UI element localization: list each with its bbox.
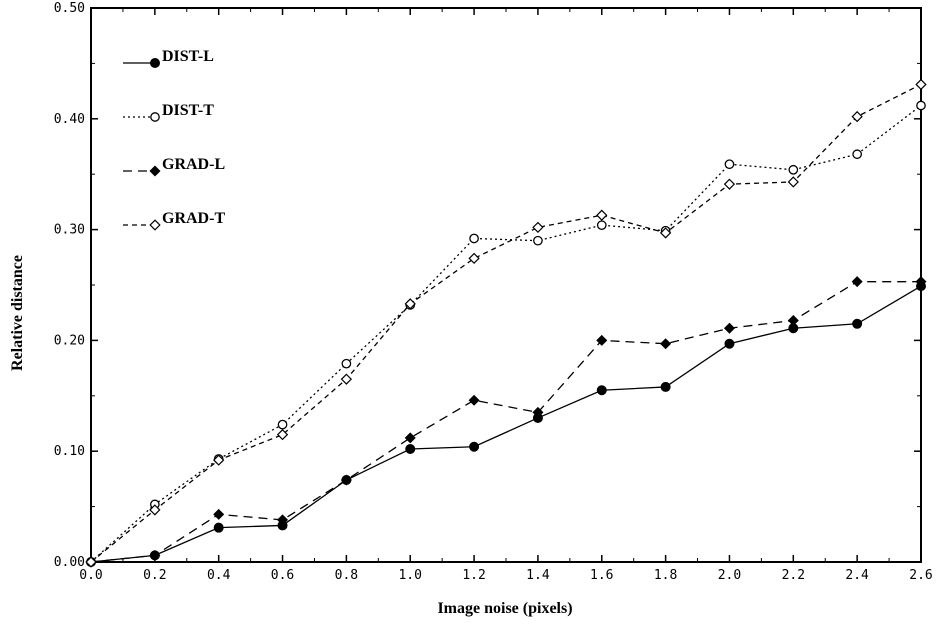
data-point-dist-t bbox=[596, 220, 607, 231]
x-tick-label: 0.4 bbox=[207, 568, 231, 583]
data-point-grad-l bbox=[213, 508, 225, 520]
data-point-dist-t bbox=[469, 233, 479, 244]
data-point-dist-l bbox=[660, 381, 671, 392]
legend-label-grad-t: GRAD-T bbox=[162, 210, 225, 227]
x-tick-label: 1.4 bbox=[526, 568, 550, 583]
y-tick-label: 0.40 bbox=[54, 112, 85, 127]
legend-label-dist-t: DIST-T bbox=[162, 102, 214, 119]
data-point-grad-l bbox=[787, 314, 799, 326]
data-point-grad-l bbox=[723, 322, 735, 334]
data-point-dist-t bbox=[533, 235, 543, 246]
x-tick-label: 2.2 bbox=[782, 568, 805, 583]
data-point-dist-t bbox=[277, 419, 288, 430]
data-point-grad-t bbox=[787, 176, 799, 188]
data-point-grad-t bbox=[404, 298, 416, 310]
data-point-grad-t bbox=[915, 78, 927, 91]
x-tick-label: 0.2 bbox=[143, 568, 166, 583]
y-axis-title: Relative distance bbox=[9, 255, 26, 371]
data-point-grad-t bbox=[851, 110, 863, 123]
data-point-grad-t bbox=[85, 556, 97, 568]
x-tick-label: 0.0 bbox=[79, 568, 102, 583]
x-tick-label: 1.2 bbox=[462, 568, 485, 583]
legend-label-grad-l: GRAD-L bbox=[162, 156, 225, 173]
data-point-grad-l bbox=[277, 514, 289, 526]
x-tick-label: 0.6 bbox=[271, 568, 294, 583]
y-tick-label: 0.30 bbox=[54, 223, 85, 238]
y-tick-label: 0.50 bbox=[54, 1, 85, 16]
x-tick-label: 2.6 bbox=[909, 568, 932, 583]
data-point-grad-t bbox=[213, 454, 225, 466]
series-line-dist-t bbox=[90, 104, 922, 563]
data-point-grad-t bbox=[276, 428, 289, 441]
series-line-grad-l bbox=[90, 281, 921, 563]
series-line-dist-l bbox=[90, 285, 922, 563]
x-tick-label: 2.4 bbox=[845, 568, 869, 583]
data-point-dist-t bbox=[341, 358, 352, 369]
data-point-grad-l bbox=[404, 432, 416, 444]
x-tick-label: 1.8 bbox=[654, 568, 677, 583]
data-point-grad-l bbox=[340, 474, 352, 486]
x-tick-label: 1.6 bbox=[590, 568, 613, 583]
data-point-dist-l bbox=[469, 441, 480, 452]
data-point-grad-l bbox=[915, 276, 927, 288]
data-point-grad-t bbox=[468, 252, 480, 265]
legend-marker-dist-l bbox=[150, 58, 160, 68]
data-point-grad-l bbox=[468, 394, 480, 406]
data-point-grad-l bbox=[851, 276, 863, 288]
legend-label-dist-l: DIST-L bbox=[162, 48, 214, 65]
data-point-dist-t bbox=[724, 159, 735, 170]
x-tick-label: 1.0 bbox=[398, 568, 421, 583]
data-point-grad-t bbox=[149, 504, 161, 516]
data-point-dist-l bbox=[852, 318, 863, 329]
x-tick-label: 2.0 bbox=[718, 568, 741, 583]
y-tick-label: 0.00 bbox=[54, 555, 85, 570]
legend-marker-dist-t bbox=[150, 112, 160, 122]
data-point-dist-l bbox=[213, 522, 224, 533]
data-point-dist-t bbox=[916, 100, 926, 111]
x-tick-label: 0.8 bbox=[335, 568, 358, 583]
data-point-grad-l bbox=[660, 338, 672, 350]
data-point-grad-l bbox=[596, 334, 608, 346]
data-point-grad-l bbox=[149, 549, 161, 561]
data-point-grad-t bbox=[723, 178, 736, 190]
data-point-grad-l bbox=[532, 406, 544, 418]
legend-marker-grad-t bbox=[149, 219, 161, 231]
data-point-grad-t bbox=[340, 373, 353, 385]
plot-frame bbox=[90, 7, 922, 563]
x-axis-title: Image noise (pixels) bbox=[437, 600, 572, 617]
data-point-dist-l bbox=[405, 443, 416, 454]
series-line-grad-t bbox=[90, 83, 922, 563]
data-point-grad-t bbox=[596, 209, 608, 221]
y-tick-label: 0.20 bbox=[54, 333, 85, 348]
plot-area: 0.0 0.2 0.4 0.6 0.8 1.0 1.2 1.4 1.6 1.8 2.0 2.2 2.4 2… bbox=[54, 1, 933, 583]
y-tick-label: 0.10 bbox=[54, 444, 85, 459]
data-point-dist-t bbox=[788, 164, 799, 175]
data-point-grad-t bbox=[532, 221, 544, 234]
data-point-dist-l bbox=[724, 338, 735, 349]
data-point-grad-t bbox=[659, 227, 672, 239]
data-point-dist-l bbox=[596, 385, 607, 396]
data-point-dist-t bbox=[852, 149, 863, 160]
legend-marker-grad-l bbox=[149, 165, 161, 177]
